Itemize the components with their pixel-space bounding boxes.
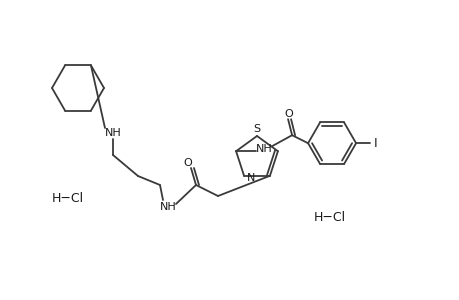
- Text: H−Cl: H−Cl: [52, 191, 84, 205]
- Text: S: S: [253, 124, 260, 134]
- Text: I: I: [372, 137, 376, 150]
- Text: O: O: [183, 158, 192, 168]
- Text: NH: NH: [159, 202, 176, 212]
- Text: O: O: [284, 109, 293, 119]
- Text: NH: NH: [104, 128, 121, 138]
- Text: H−Cl: H−Cl: [313, 212, 345, 224]
- Text: N: N: [246, 173, 255, 183]
- Text: NH: NH: [255, 144, 272, 154]
